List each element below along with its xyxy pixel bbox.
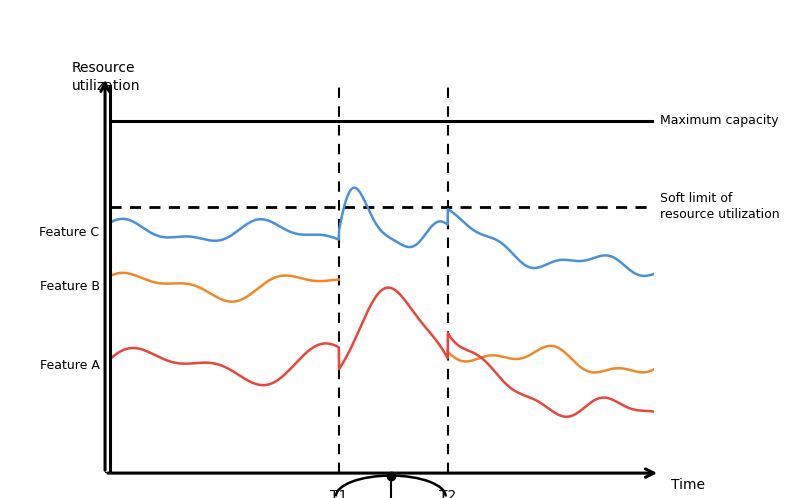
Text: Feature C: Feature C xyxy=(40,226,99,239)
Text: T2: T2 xyxy=(439,489,457,498)
Text: Feature B: Feature B xyxy=(40,279,99,292)
Text: Feature A: Feature A xyxy=(40,359,99,372)
Text: Maximum capacity: Maximum capacity xyxy=(660,114,779,127)
Text: T1: T1 xyxy=(330,489,347,498)
Text: Resource
utilization: Resource utilization xyxy=(72,61,141,93)
Text: Soft limit of
resource utilization: Soft limit of resource utilization xyxy=(660,192,780,222)
Text: Time: Time xyxy=(671,478,705,492)
